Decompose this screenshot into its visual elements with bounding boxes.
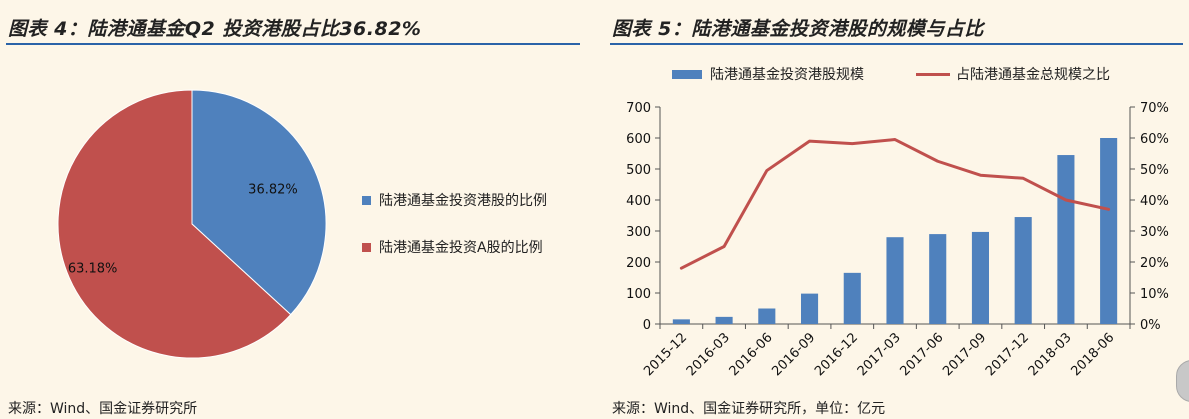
x-tick-label: 2017-06	[898, 330, 947, 379]
legend-swatch-line	[916, 72, 950, 76]
left-tick-label: 0	[643, 318, 651, 333]
x-tick-label: 2016-12	[812, 330, 861, 379]
left-title-rule	[6, 43, 580, 45]
right-tick-label: 30%	[1140, 225, 1169, 240]
x-tick-label: 2016-06	[727, 330, 776, 379]
right-tick-label: 0%	[1140, 318, 1161, 333]
left-source: 来源：Wind、国金证券研究所	[8, 401, 198, 417]
pie-chart: 36.82% 63.18%	[57, 89, 327, 359]
right-tick-label: 50%	[1140, 163, 1169, 178]
bar	[929, 234, 947, 324]
pie-legend-item-hk: 陆港通基金投资港股的比例	[362, 190, 547, 210]
x-tick-label: 2015-12	[641, 330, 690, 379]
pie-value-label-1: 63.18%	[68, 262, 118, 277]
left-tick-label: 400	[626, 194, 651, 209]
bar	[971, 231, 989, 324]
legend-swatch-bar	[672, 69, 702, 79]
bar	[1057, 155, 1075, 324]
right-panel: 图表 5：陆港通基金投资港股的规模与占比 陆港通基金投资港股规模 占陆港通基金总…	[604, 0, 1189, 419]
bar	[801, 293, 819, 324]
left-tick-label: 300	[626, 225, 651, 240]
pie-slice-1	[57, 89, 292, 359]
x-tick-label: 2016-03	[684, 330, 733, 379]
legend-label-line: 占陆港通基金总规模之比	[956, 67, 1110, 83]
x-tick-label: 2017-09	[940, 330, 989, 379]
pie-legend-item-a: 陆港通基金投资A股的比例	[362, 237, 543, 257]
legend-label-a: 陆港通基金投资A股的比例	[379, 240, 543, 256]
left-tick-label: 700	[626, 101, 651, 116]
bar	[1014, 217, 1032, 324]
right-tick-label: 10%	[1140, 287, 1169, 302]
left-tick-label: 200	[626, 256, 651, 271]
bar	[758, 308, 776, 324]
left-tick-label: 600	[626, 132, 651, 147]
right-title-rule	[610, 43, 1183, 45]
right-tick-label: 40%	[1140, 194, 1169, 209]
x-tick-label: 2018-03	[1026, 330, 1075, 379]
right-figure-title: 图表 5：陆港通基金投资港股的规模与占比	[612, 18, 984, 40]
x-tick-label: 2016-09	[769, 330, 818, 379]
right-source: 来源：Wind、国金证券研究所，单位：亿元	[612, 401, 886, 417]
right-tick-label: 60%	[1140, 132, 1169, 147]
legend-label-bar: 陆港通基金投资港股规模	[710, 67, 864, 83]
pie-value-label-0: 36.82%	[248, 182, 298, 197]
right-tick-label: 20%	[1140, 256, 1169, 271]
ratio-line	[679, 138, 1111, 270]
bar	[672, 319, 690, 324]
bar	[843, 272, 861, 324]
bar	[1100, 138, 1118, 324]
legend-swatch-a	[362, 242, 371, 252]
pie-slice-0	[191, 89, 327, 316]
x-tick-label: 2017-03	[855, 330, 904, 379]
bar	[715, 316, 733, 324]
legend-label-hk: 陆港通基金投资港股的比例	[379, 193, 547, 209]
bar-legend-item: 陆港通基金投资港股规模	[672, 64, 864, 84]
x-tick-label: 2018-06	[1068, 330, 1117, 379]
left-tick-label: 500	[626, 163, 651, 178]
line-legend-item: 占陆港通基金总规模之比	[916, 64, 1110, 84]
left-tick-label: 100	[626, 287, 651, 302]
left-figure-title: 图表 4：陆港通基金Q2 投资港股占比36.82%	[8, 18, 422, 40]
x-tick-label: 2017-12	[983, 330, 1032, 379]
combo-chart: 0 100 200 300 400 500 600 700 0% 10% 20% 30% 40% 50% 6…	[626, 101, 1169, 379]
bar	[886, 237, 904, 324]
left-panel: 图表 4：陆港通基金Q2 投资港股占比36.82% 36.82% 63.18% 陆…	[0, 0, 586, 419]
right-tick-label: 70%	[1140, 101, 1169, 116]
legend-swatch-hk	[362, 195, 371, 205]
